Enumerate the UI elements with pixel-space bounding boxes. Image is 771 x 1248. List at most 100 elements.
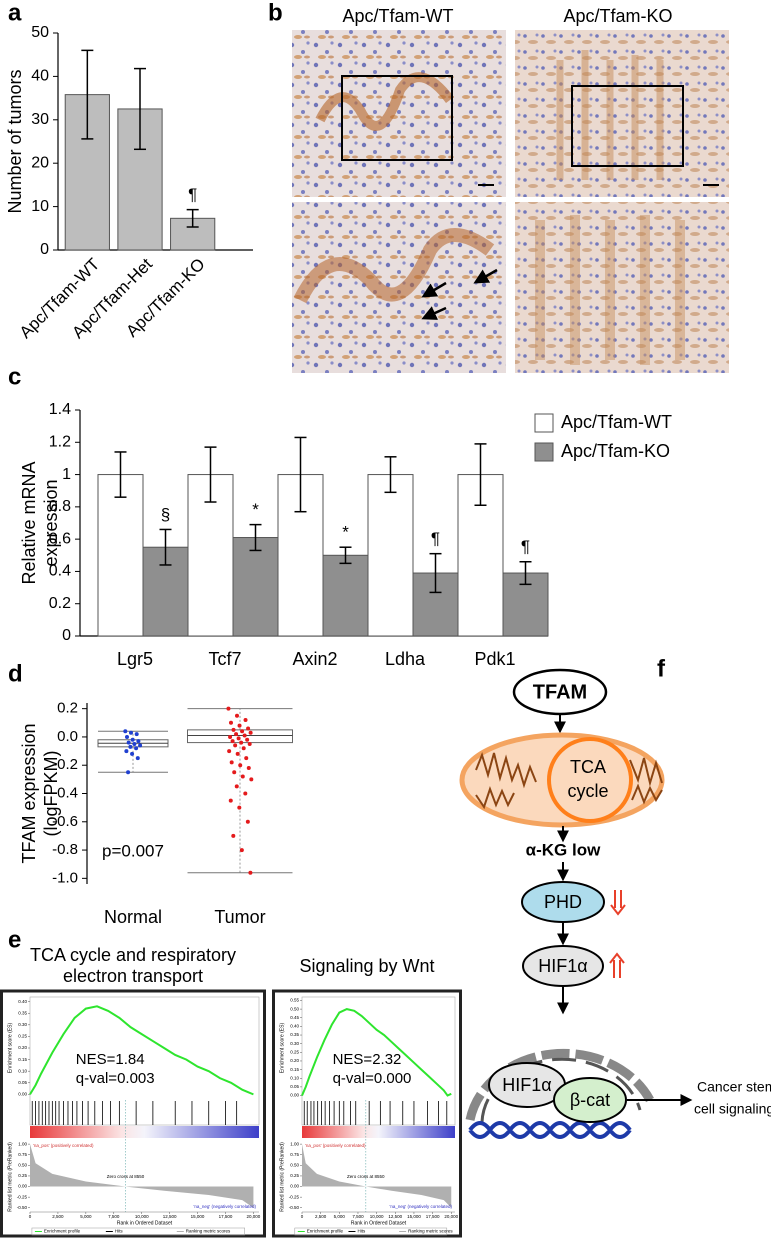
legend-label: Enrichment profile	[44, 1229, 81, 1234]
y-tick-label: 0.75	[18, 1152, 27, 1157]
x-tick-label: 10,000	[135, 1214, 149, 1219]
panel-label: b	[268, 0, 283, 26]
significance-label: *	[252, 500, 259, 519]
y-tick-label: 0.50	[290, 1006, 299, 1011]
es-frame	[29, 996, 260, 1126]
data-point	[130, 751, 135, 756]
data-point	[240, 729, 245, 734]
significance-label: ¶	[431, 529, 440, 548]
cycle-label: cycle	[567, 781, 608, 801]
node-label: HIF1α	[538, 956, 587, 976]
data-point	[130, 737, 135, 742]
y-tick-label: -0.2	[52, 756, 78, 773]
y-tick-label: 1.00	[18, 1141, 27, 1146]
legend-frame	[294, 1227, 448, 1236]
y-tick-label: 1.00	[290, 1141, 299, 1146]
statistic: NES=2.32	[333, 1051, 402, 1068]
y-tick-label: 50	[31, 24, 49, 41]
y-tick-label: -0.6	[52, 813, 78, 830]
y-tick-label: 0	[40, 241, 49, 258]
y-tick-label: 0.75	[290, 1152, 299, 1157]
x-tick-label: 15,000	[407, 1214, 421, 1219]
data-point	[249, 777, 254, 782]
y-tick-label: 0.45	[290, 1015, 299, 1020]
y-axis-label: expression	[41, 479, 61, 566]
data-point	[231, 833, 236, 838]
y-axis-label: Relative mRNA	[19, 461, 39, 584]
panel-title: electron transport	[63, 966, 203, 986]
data-point	[228, 720, 233, 725]
x-axis-label: Rank in Ordered Dataset	[351, 1220, 407, 1226]
x-axis-label: Rank in Ordered Dataset	[117, 1220, 173, 1226]
data-point	[134, 746, 139, 751]
enrichment-line	[29, 1005, 254, 1096]
y-tick-label: 0.50	[290, 1163, 299, 1168]
micrograph	[515, 30, 729, 197]
pathway-diagram: TFAM TCA cycle α-KG low PHD HIF1α HIF1α …	[459, 668, 771, 1139]
node-label: PHD	[544, 892, 582, 912]
significance-label: ¶	[521, 537, 530, 556]
data-point	[242, 733, 247, 738]
significance-label: ¶	[188, 185, 197, 204]
data-point	[246, 766, 251, 771]
data-point	[237, 723, 242, 728]
y-tick-label: 0.25	[18, 1173, 27, 1178]
legend-frame	[31, 1227, 245, 1236]
bar	[232, 537, 279, 637]
x-tick-label: Normal	[104, 907, 162, 927]
outcome-label: Cancer stem	[697, 1079, 771, 1095]
data-point	[233, 743, 238, 748]
legend-label: Apc/Tfam-KO	[561, 441, 670, 461]
enrichment-line	[301, 1008, 452, 1097]
micrographs	[292, 30, 729, 373]
y-tick-label: -0.4	[52, 784, 78, 801]
y-tick-label: 1.4	[49, 401, 71, 418]
panel-label: d	[8, 660, 23, 687]
y-tick-label: 0.2	[49, 595, 71, 612]
metric-area	[30, 1144, 254, 1208]
x-tick-label: Axin2	[292, 649, 337, 669]
data-point	[238, 763, 243, 768]
data-point	[229, 760, 234, 765]
data-point	[248, 870, 253, 875]
y-tick-label: -0.25	[289, 1194, 300, 1199]
outcome-label: cell signaling	[694, 1101, 771, 1117]
data-point	[234, 713, 239, 718]
data-point	[226, 706, 231, 711]
zero-cross-label: Zero cross at 8550	[107, 1174, 145, 1179]
y-tick-label: 40	[31, 68, 49, 85]
x-tick-label: 20,000	[444, 1214, 458, 1219]
x-tick-label: 2,500	[315, 1214, 327, 1219]
node	[553, 1077, 627, 1123]
bar	[97, 474, 144, 637]
y-tick-label: 0.05	[18, 1080, 27, 1085]
y-tick-label: 0.0	[57, 728, 78, 745]
y-tick-label: 0.30	[290, 1041, 299, 1046]
y-tick-label: 0.30	[18, 1022, 27, 1027]
panel-title: Signaling by Wnt	[299, 956, 434, 976]
x-tick-label: 20,000	[247, 1214, 261, 1219]
x-tick-label: Pdk1	[474, 649, 515, 669]
data-point	[128, 744, 133, 749]
y-tick-label: 0.00	[18, 1092, 27, 1097]
y-tick-label: 0.15	[18, 1057, 27, 1062]
data-point	[232, 770, 237, 775]
y-tick-label: 0.00	[290, 1093, 299, 1098]
x-tick-label: 12,500	[163, 1214, 177, 1219]
data-point	[239, 740, 244, 745]
data-point	[247, 742, 252, 747]
bar	[367, 474, 414, 637]
y-tick-label: 0.6	[49, 530, 71, 547]
significance-label: §	[161, 505, 170, 524]
x-tick-label: 0	[29, 1214, 32, 1219]
data-point	[124, 749, 129, 754]
data-point	[123, 729, 128, 734]
y-tick-label: 0.40	[18, 999, 27, 1004]
y-axis-label: (logFPKM)	[41, 750, 61, 836]
metric-area	[302, 1144, 452, 1208]
legend-swatch	[534, 413, 554, 433]
x-tick-label: 17,500	[426, 1214, 440, 1219]
data-point	[234, 732, 239, 737]
micrograph	[515, 202, 729, 373]
